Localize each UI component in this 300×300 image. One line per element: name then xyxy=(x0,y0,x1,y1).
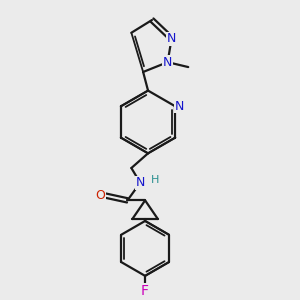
Text: N: N xyxy=(174,100,184,113)
Text: N: N xyxy=(163,56,172,69)
Text: N: N xyxy=(136,176,145,189)
Text: O: O xyxy=(95,189,105,202)
Text: F: F xyxy=(141,284,149,298)
Text: N: N xyxy=(167,32,176,45)
Text: H: H xyxy=(151,175,159,185)
